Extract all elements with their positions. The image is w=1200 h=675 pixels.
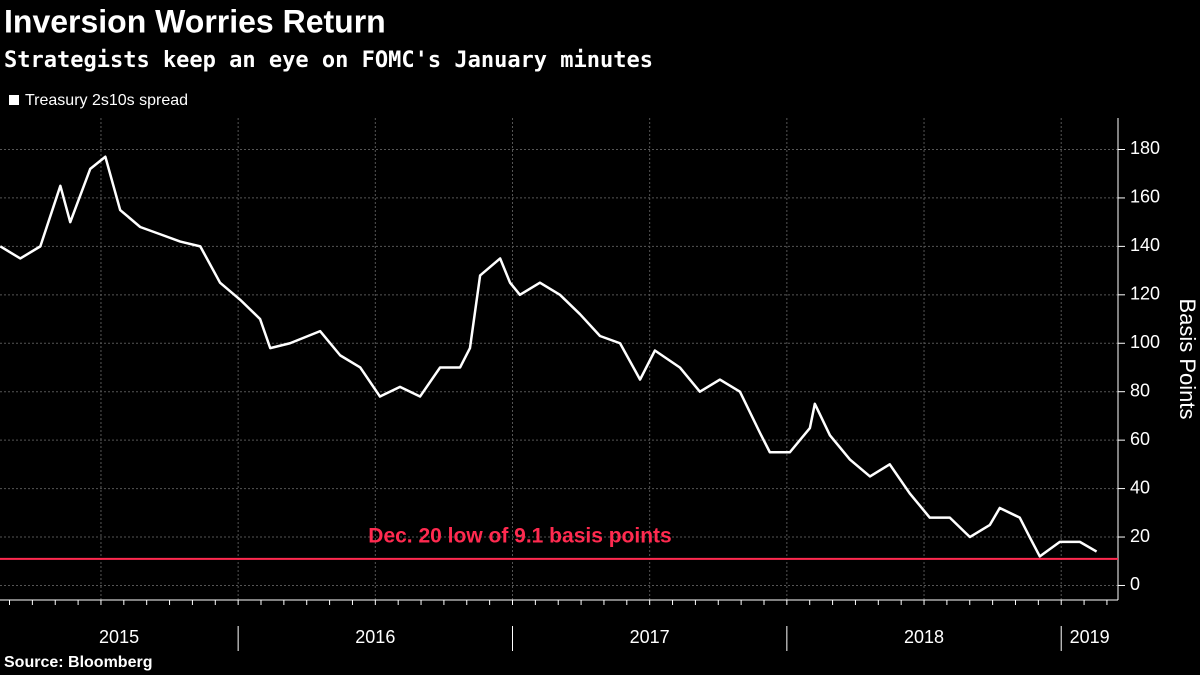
series-line [0,155,1098,558]
x-tick-label: 2016 [355,627,395,647]
legend-swatch [9,95,19,105]
y-tick-label: 20 [1130,526,1150,546]
x-tick-label: 2019 [1070,627,1110,647]
chart-subtitle: Strategists keep an eye on FOMC's Januar… [4,48,653,73]
chart-title: Inversion Worries Return [4,3,386,39]
y-tick-label: 60 [1130,429,1150,449]
legend-label: Treasury 2s10s spread [25,92,188,109]
y-tick-label: 40 [1130,477,1150,497]
y-tick-label: 120 [1130,284,1160,304]
y-tick-label: 160 [1130,187,1160,207]
x-tick-label: 2015 [99,627,139,647]
y-tick-label: 180 [1130,138,1160,158]
y-tick-label: 80 [1130,380,1150,400]
source: Source: Bloomberg [4,654,152,671]
y-tick-label: 0 [1130,574,1140,594]
x-tick-label: 2017 [630,627,670,647]
annotation: Dec. 20 low of 9.1 basis points [368,524,671,547]
x-tick-label: 2018 [904,627,944,647]
y-axis-label: Basis Points [1175,298,1200,419]
y-tick-label: 100 [1130,332,1160,352]
y-tick-label: 140 [1130,235,1160,255]
